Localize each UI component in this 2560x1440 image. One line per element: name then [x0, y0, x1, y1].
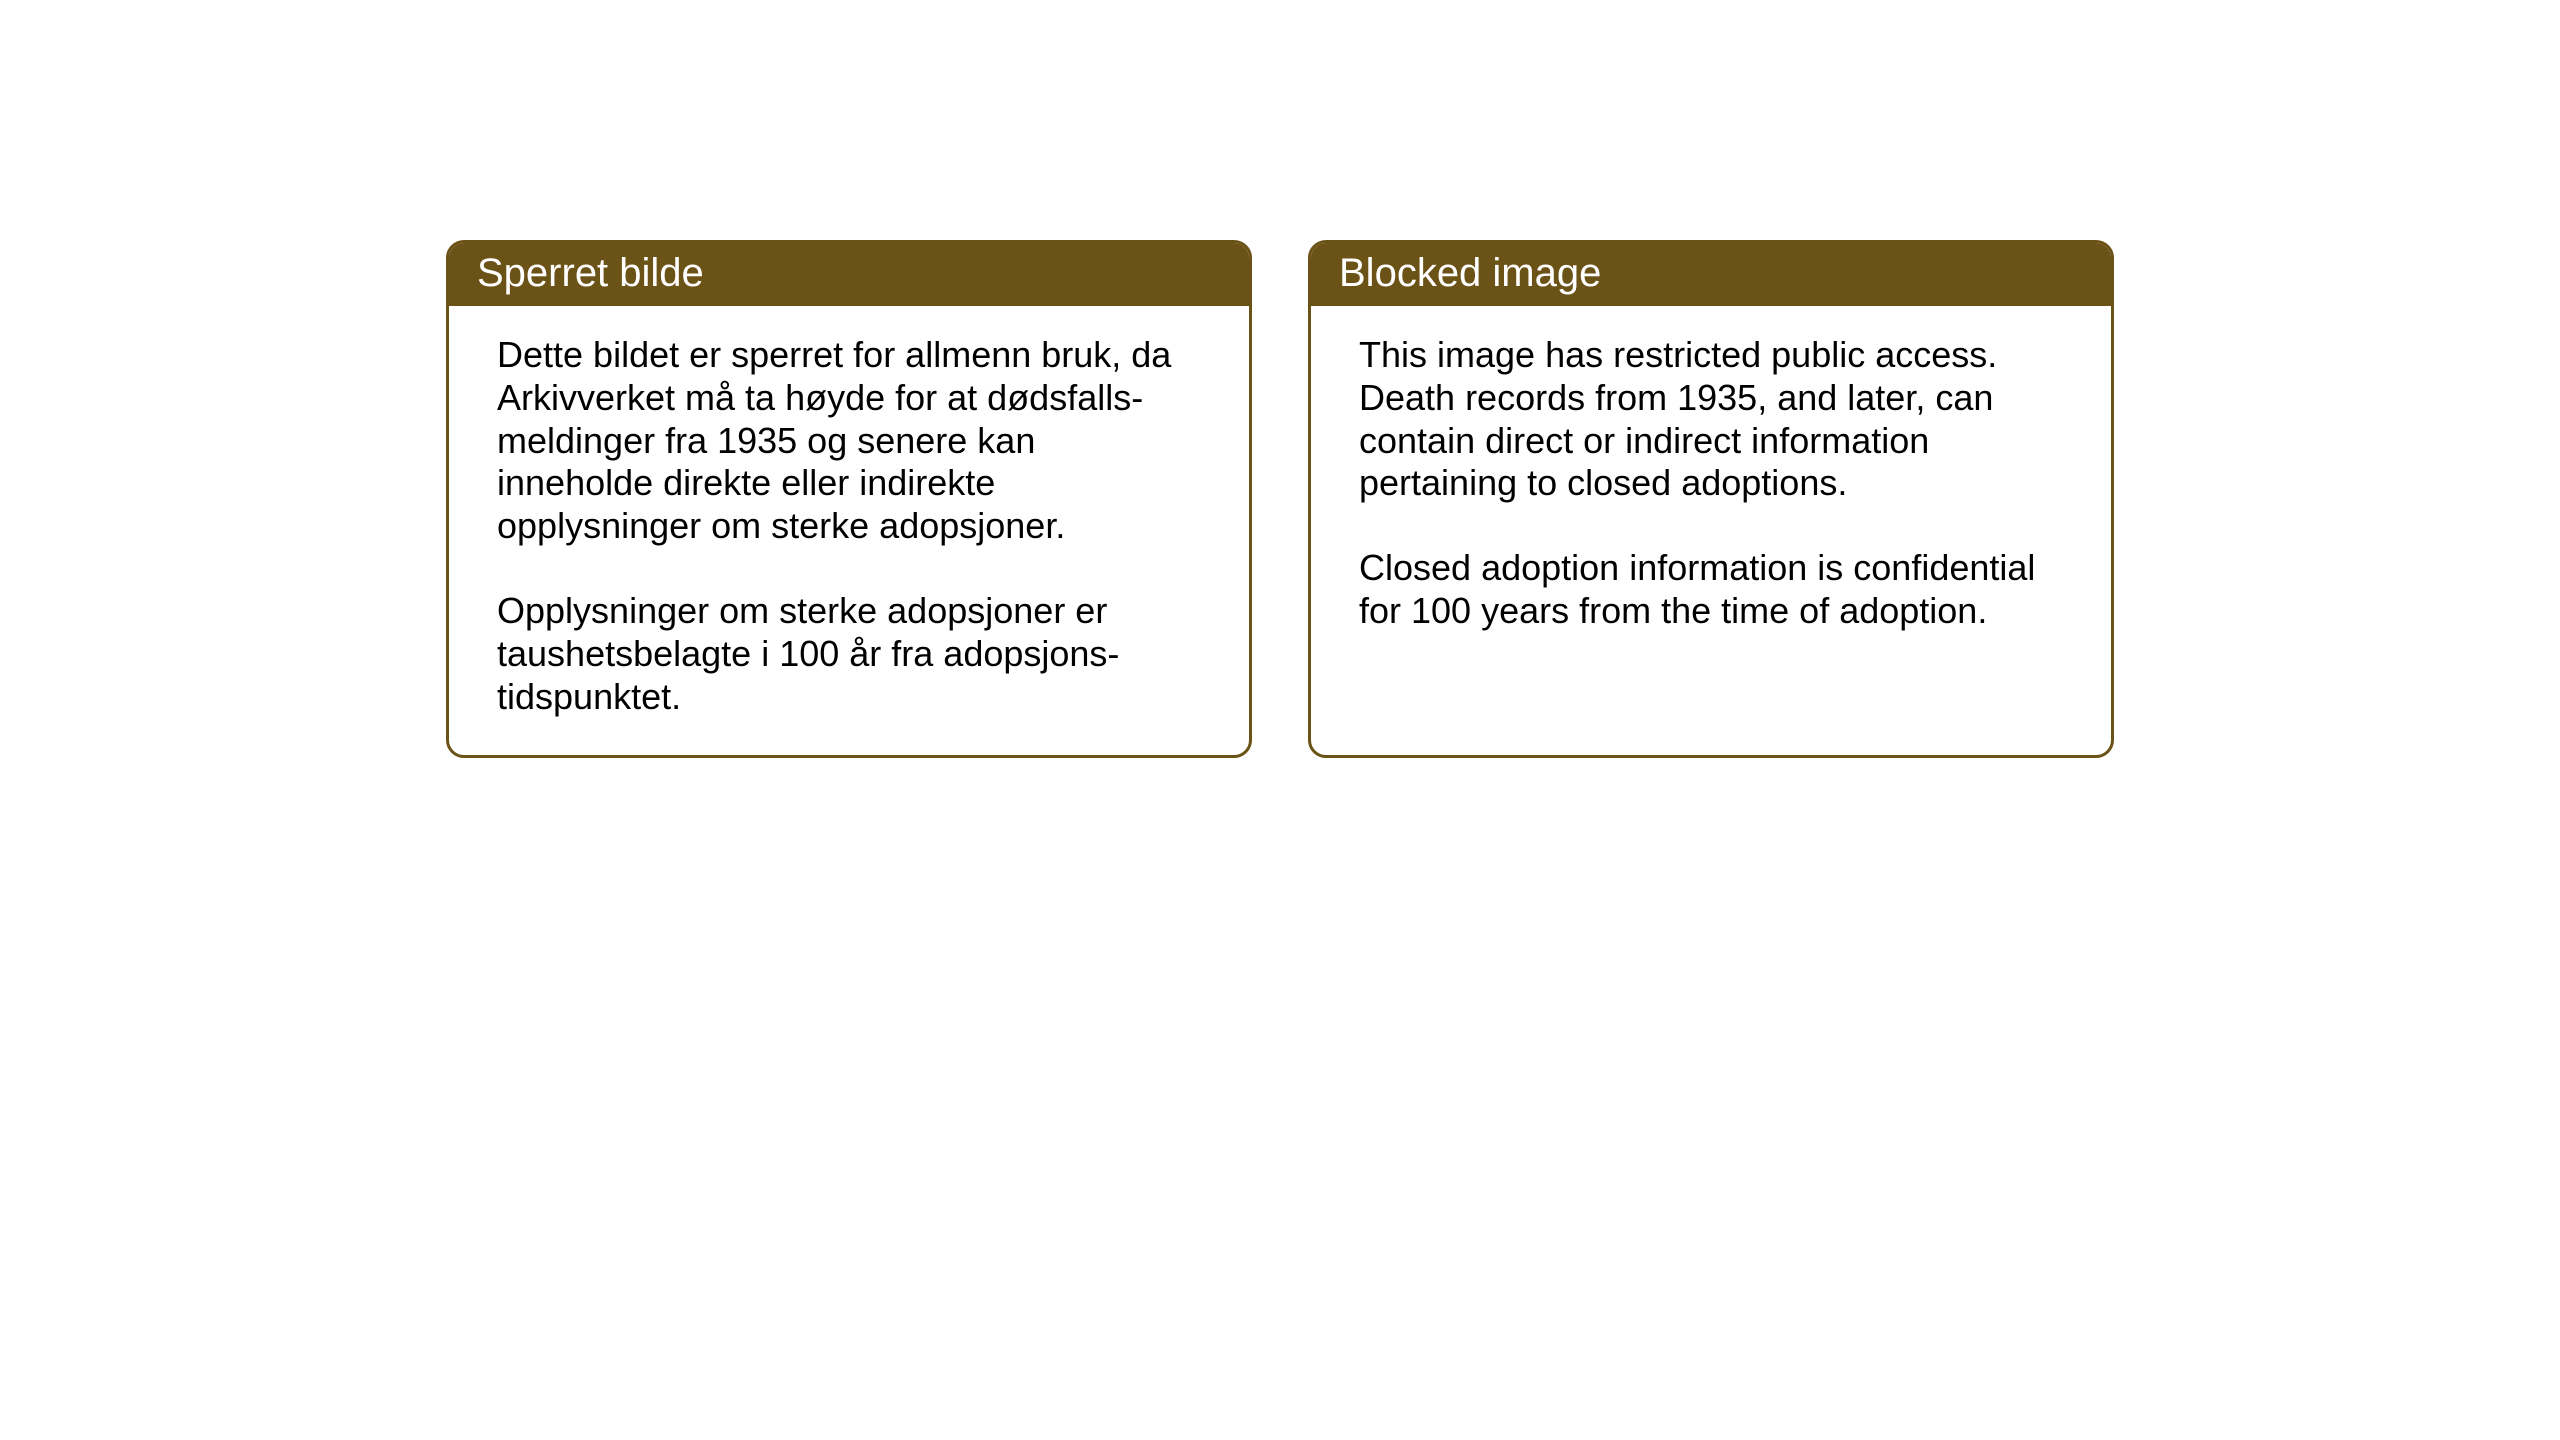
norwegian-paragraph-1: Dette bildet er sperret for allmenn bruk…: [497, 334, 1201, 548]
norwegian-card-body: Dette bildet er sperret for allmenn bruk…: [449, 306, 1249, 755]
english-notice-card: Blocked image This image has restricted …: [1308, 240, 2114, 758]
english-card-body: This image has restricted public access.…: [1311, 306, 2111, 738]
english-card-title: Blocked image: [1311, 243, 2111, 306]
norwegian-card-title: Sperret bilde: [449, 243, 1249, 306]
english-paragraph-1: This image has restricted public access.…: [1359, 334, 2063, 505]
norwegian-notice-card: Sperret bilde Dette bildet er sperret fo…: [446, 240, 1252, 758]
norwegian-paragraph-2: Opplysninger om sterke adopsjoner er tau…: [497, 590, 1201, 718]
english-paragraph-2: Closed adoption information is confident…: [1359, 547, 2063, 633]
notice-cards-container: Sperret bilde Dette bildet er sperret fo…: [446, 240, 2114, 758]
